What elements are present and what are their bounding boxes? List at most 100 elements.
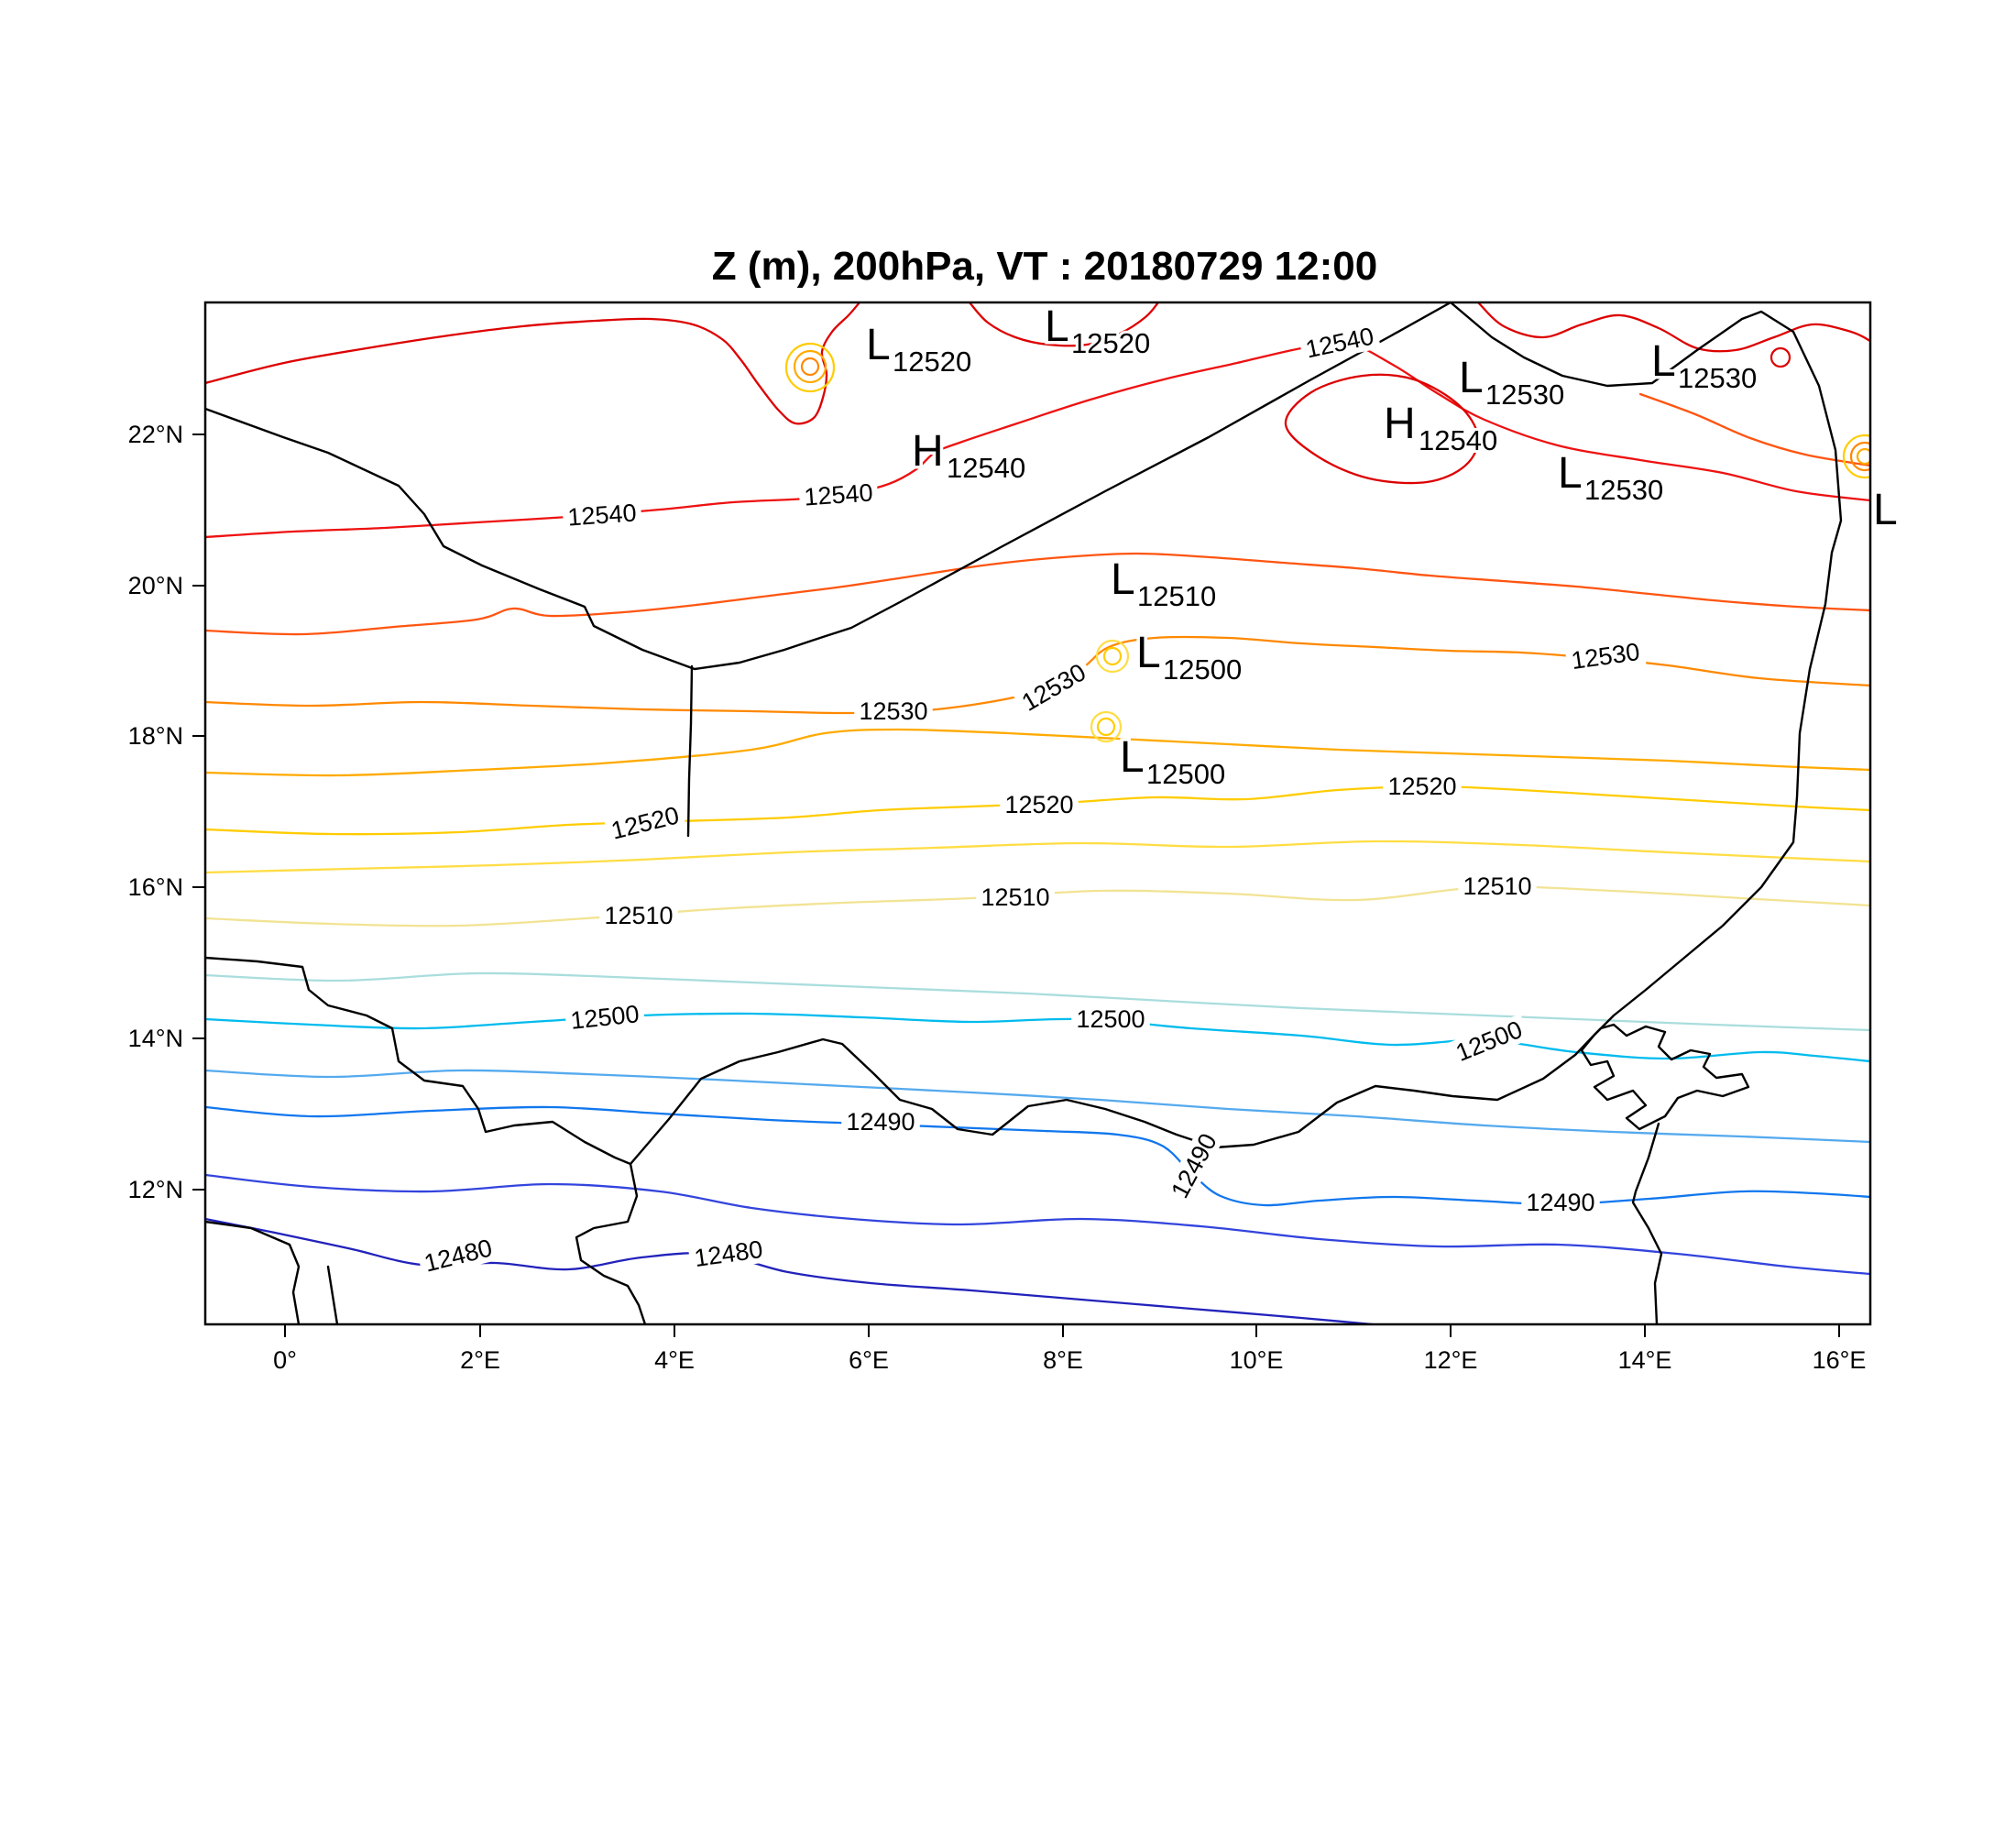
contour-label-bg [599, 902, 678, 929]
contour-ring [1856, 447, 1870, 466]
marker-letter: L [1558, 449, 1583, 498]
contour-label-bg [976, 884, 1055, 911]
contour-label: 12500 [1447, 1014, 1531, 1069]
marker-letter: L [1651, 337, 1676, 386]
marker-value: 12530 [1584, 474, 1663, 506]
y-tick-label: 20°N [128, 572, 183, 599]
x-tick-label: 8°E [1043, 1346, 1083, 1374]
contour-label-text: 12530 [1570, 638, 1642, 675]
contour-12505 [205, 971, 1870, 1032]
low-marker: L 12520 [1042, 300, 1154, 363]
marker-value: 12500 [1163, 653, 1242, 686]
marker-letter: L [1111, 555, 1135, 604]
marker-value: 12540 [1419, 424, 1497, 456]
contour-label-text: 12520 [1387, 773, 1456, 800]
contour-label-text: 12500 [1076, 1005, 1145, 1033]
contour-label: 12510 [1458, 873, 1537, 900]
contour-12520 [205, 785, 1870, 836]
low-marker: L 12520 [863, 318, 975, 381]
contour-label: 12520 [1383, 773, 1462, 800]
border-libya-niger-chad [1449, 302, 1843, 1037]
contour-label-bg [798, 478, 879, 511]
contour-12485 [205, 1173, 1870, 1276]
contour-label-text: 12540 [803, 478, 873, 510]
contour-label-bg [687, 1235, 770, 1273]
contour-12545 [968, 302, 1160, 347]
contour-labels: 12540 12540 12540 12530 12530 12530 12520 12520… [416, 321, 1647, 1279]
contour-label-bg [1000, 791, 1079, 818]
contour-12495 [205, 1069, 1870, 1144]
border-lake-chad [1580, 1023, 1750, 1131]
x-tick-label: 16°E [1813, 1346, 1867, 1374]
contour-ring [1102, 646, 1123, 666]
y-tick-label: 16°N [128, 873, 183, 901]
contour-ring [800, 357, 820, 377]
x-tick-label: 12°E [1424, 1346, 1478, 1374]
contour-label-bg [562, 499, 642, 532]
marker-letter: L [1045, 302, 1069, 351]
marker-letter: L [1120, 733, 1145, 782]
contour-label: 12480 [687, 1235, 770, 1273]
contour-label: 12520 [1000, 791, 1079, 818]
y-tick-label: 22°N [128, 421, 183, 448]
border-ghana-togo [205, 1220, 301, 1324]
contour-label-text: 12530 [859, 697, 927, 725]
x-tick-label: 2°E [460, 1346, 500, 1374]
contour-label-bg [1071, 1005, 1150, 1033]
marker-letter: L [1459, 354, 1484, 402]
contour-label-bg [1298, 321, 1381, 365]
contour-label-text: 12510 [981, 884, 1049, 911]
contour-label: 12510 [599, 902, 678, 929]
contour-label: 12520 [603, 800, 687, 846]
contour-label-bg [841, 1108, 920, 1136]
marker-letter: H [1384, 400, 1416, 448]
low-marker: L [1870, 483, 1901, 538]
contour-label: 12500 [564, 999, 646, 1036]
contour-label-bg [603, 800, 687, 846]
contour-label-text: 12500 [1452, 1015, 1527, 1067]
border-mali-niger-meridian [686, 664, 694, 838]
contour-label-text: 12490 [1526, 1189, 1594, 1216]
contour-ring [1095, 639, 1130, 674]
low-marker: L 12500 [1134, 626, 1245, 689]
marker-value: 12540 [947, 452, 1025, 484]
low-marker: L 12510 [1108, 553, 1220, 616]
contour-label: 12530 [1013, 655, 1095, 719]
contour-label-text: 12540 [1303, 323, 1376, 364]
contour-label: 12510 [976, 884, 1055, 911]
contour-label-text: 12500 [569, 1000, 641, 1035]
low-marker: L 12530 [1555, 446, 1667, 510]
low-marker: L 12530 [1456, 351, 1568, 414]
contour-label-bg [416, 1233, 500, 1279]
y-tick-label: 12°N [128, 1176, 183, 1203]
contour-ring [793, 349, 827, 384]
contour-label-bg [1447, 1014, 1531, 1069]
high-marker: H 12540 [909, 424, 1029, 488]
border-niger-nigeria [629, 1033, 1596, 1166]
contour-label: 12540 [1298, 321, 1381, 365]
contour-label-text: 12490 [846, 1108, 915, 1136]
contour-label: 12490 [1163, 1125, 1225, 1207]
contour-label: 12490 [1521, 1189, 1600, 1216]
contour-label-bg [1521, 1189, 1600, 1216]
marker-value: 12510 [1137, 580, 1216, 612]
chart-title: Z (m), 200hPa, VT : 20180729 12:00 [712, 244, 1377, 289]
contour-12545 [205, 302, 861, 425]
contour-label-bg [1383, 773, 1462, 800]
contour-12545 [1284, 373, 1480, 485]
contour-label-text: 12510 [604, 902, 673, 929]
axis-ticks: 0° 2°E 4°E 6°E 8°E 10°E 12°E 14°E 16°E 22°N 20°N 18… [128, 421, 1867, 1374]
contour-label: 12540 [798, 478, 879, 511]
contour-label-text: 12520 [608, 801, 682, 844]
marker-letter: L [1873, 486, 1898, 534]
marker-letter: L [866, 321, 891, 369]
contour-label: 12530 [854, 697, 933, 725]
contour-label-bg [1163, 1125, 1225, 1207]
y-tick-label: 18°N [128, 722, 183, 750]
marker-letter: H [912, 427, 944, 476]
contour-label-bg [1013, 655, 1095, 719]
contour-12525 [205, 728, 1870, 777]
contour-ring [1090, 710, 1123, 743]
